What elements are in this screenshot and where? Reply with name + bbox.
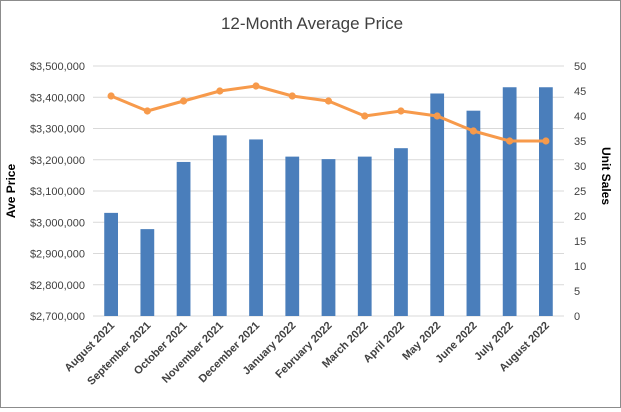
bar [249, 139, 263, 316]
line-point [288, 92, 296, 100]
line-point [361, 112, 369, 120]
bar [140, 229, 155, 316]
y-tick-label: $3,000,000 [30, 217, 85, 229]
y2-tick-label: 20 [574, 211, 586, 223]
line-point [324, 97, 333, 105]
line-point [469, 127, 478, 135]
bar [104, 212, 118, 316]
x-tick-label: September 2021 [85, 320, 153, 388]
bar [466, 110, 481, 316]
y-tick-label: $3,400,000 [30, 92, 85, 104]
y-axis-label: Ave Price [4, 164, 18, 219]
line-point [542, 137, 550, 145]
y-tick-label: $3,200,000 [30, 155, 85, 167]
line-point [252, 82, 260, 90]
y2-tick-label: 25 [574, 186, 586, 198]
y2-tick-label: 15 [574, 236, 586, 248]
bar [394, 148, 408, 316]
line-point [397, 107, 405, 115]
bar [321, 159, 336, 316]
x-tick-label: November 2021 [160, 320, 226, 386]
bar [357, 156, 372, 316]
y2-tick-label: 5 [574, 286, 580, 298]
y2-tick-label: 30 [574, 161, 586, 173]
bar [212, 135, 227, 316]
y2-axis-ticks: 0 5 10 15 20 25 30 35 40 45 50 [574, 61, 586, 323]
y2-tick-label: 50 [574, 61, 586, 73]
y2-tick-label: 10 [574, 261, 586, 273]
line-point [179, 97, 188, 105]
y2-tick-label: 35 [574, 136, 586, 148]
series-line [110, 84, 546, 143]
bar [176, 161, 191, 316]
y-tick-label: $2,800,000 [30, 280, 85, 292]
y2-tick-label: 0 [574, 311, 580, 323]
line-point [433, 112, 441, 120]
y2-tick-label: 45 [574, 86, 586, 98]
bar [539, 87, 553, 316]
chart-title: 12-Month Average Price [221, 14, 403, 33]
y-tick-label: $3,300,000 [30, 124, 85, 136]
line-point [216, 87, 224, 95]
bar [502, 87, 517, 316]
y-axis-ticks: $2,700,000 $2,800,000 $2,900,000 $3,000,000… [30, 61, 85, 323]
y2-axis-label: Unit Sales [599, 147, 613, 205]
bar [285, 156, 300, 316]
y2-tick-label: 40 [574, 111, 586, 123]
bar-series [104, 87, 553, 316]
line-point [143, 107, 151, 115]
y-tick-label: $2,900,000 [30, 249, 85, 261]
bar [430, 93, 445, 316]
line-series [107, 82, 550, 145]
y-tick-label: $3,100,000 [30, 186, 85, 198]
line-point [107, 92, 115, 100]
y-tick-label: $2,700,000 [30, 311, 85, 323]
line-point [506, 137, 514, 145]
y-tick-label: $3,500,000 [30, 61, 85, 73]
